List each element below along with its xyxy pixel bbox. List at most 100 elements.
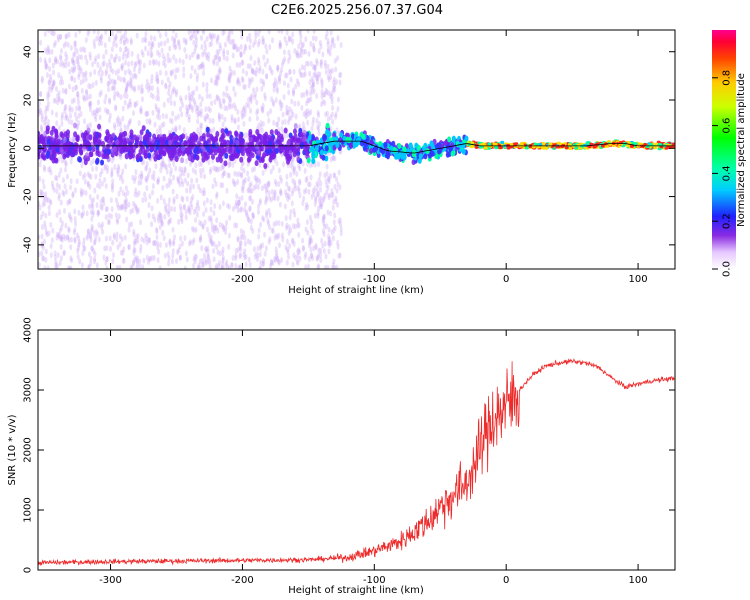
spectrogram-cell [322,195,326,202]
colorbar-gradient [712,30,736,269]
spectrogram-cell [212,165,216,172]
spectrogram-cell [320,77,324,84]
spectrogram-cell [303,70,307,77]
spectrogram-cell [331,37,335,44]
spectrogram-cell [285,72,289,79]
spectrogram-cell [212,59,216,66]
spectrogram-cell [46,30,50,34]
spectrogram-cell [301,244,305,251]
spectrogram-cell [218,259,222,266]
spectrogram-cell [56,33,60,40]
spectrogram-cell [302,130,307,137]
spectrogram-cell [303,254,307,261]
spectrogram-cell [85,210,89,217]
spectrogram-cell [256,203,260,210]
spectrogram-cell [324,34,328,41]
spectrogram-cell [309,90,313,97]
spectrogram-cell [122,50,126,57]
spectrogram-cell [111,68,115,75]
spectrogram-cell [185,195,189,202]
spectrogram-cell [133,247,137,254]
spectrogram-cell [284,244,288,251]
spectrogram-cell [144,196,148,203]
spectrogram-cell [259,259,263,266]
spectrogram-cell [272,221,276,228]
spectrogram-cell [139,59,143,66]
spectrogram-cell [189,200,193,207]
spectrogram-cell [189,183,193,190]
spectrogram-cell [115,167,119,174]
spectrogram-cell [61,112,65,119]
spectrogram-cell [311,78,315,85]
spectrogram-cell [214,165,218,172]
spectrogram-cell [227,34,231,41]
spectrogram-cell [190,204,194,211]
spectrogram-cell [205,54,209,61]
spectrogram-cell [93,238,97,245]
spectrogram-cell [105,153,110,160]
spectrogram-cell [58,260,62,267]
spectrogram-cell [94,115,98,122]
spectrogram-cell [242,251,246,258]
spectrogram-cell [134,142,139,149]
spectrogram-cell [273,191,277,198]
spectrogram-cell [215,93,219,100]
spectrogram-cell [213,135,218,142]
spectrogram-cell [120,203,124,210]
spectrogram-cell [51,30,55,37]
spectrogram-cell [158,128,162,135]
spectrogram-cell [83,47,87,54]
spectrogram-cell [172,238,176,245]
spectrogram-cell [129,101,133,108]
spectrogram-cell [310,193,314,200]
spectrogram-cell [68,265,72,269]
spectrogram-cell [224,128,229,135]
spectrogram-cell [280,66,284,73]
spectrogram-cell [133,86,137,93]
spectrogram-cell [129,264,133,269]
spectrogram-cell [645,144,650,149]
spectrogram-cell [39,56,43,63]
spectrogram-ytick-label: 0 [23,145,34,151]
spectrogram-cell [73,111,77,118]
spectrogram-cell [109,197,113,204]
spectrogram-cell [45,49,49,56]
spectrogram-cell [270,96,274,103]
spectrogram-cell [59,53,63,60]
spectrogram-cell [180,195,184,202]
spectrogram-cell [200,245,204,252]
spectrogram-cell [190,177,194,184]
spectrogram-cell [205,35,209,42]
spectrogram-cell [45,196,49,203]
spectrogram-cell [118,174,122,181]
spectrogram-cell [115,117,119,124]
spectrogram-cell [267,30,271,35]
spectrogram-cell [320,79,324,86]
spectrogram-cell [241,77,245,84]
spectrogram-cell [192,227,196,234]
spectrogram-cell [203,219,207,226]
spectrogram-cell [592,145,597,149]
spectrogram-cell [148,59,152,66]
spectrogram-cell [263,183,267,190]
spectrogram-cell [58,209,62,216]
spectrogram-cell [157,107,161,114]
spectrogram-cell [245,102,249,109]
spectrogram-cell [59,244,63,251]
spectrogram-cell [135,233,139,240]
spectrogram-cell [255,99,259,106]
spectrogram-cell [81,71,85,78]
spectrogram-cell [60,237,64,244]
spectrogram-cell [224,229,228,236]
spectrogram-cell [84,70,88,77]
spectrogram-cell [96,182,100,189]
spectrogram-cell [104,48,108,55]
spectrogram-cell [69,184,73,191]
spectrogram-cell [194,44,198,51]
spectrogram-cell [255,178,259,185]
spectrogram-cell [90,198,94,205]
spectrogram-cell [335,78,339,85]
spectrogram-cell [44,105,48,112]
spectrogram-cell [112,41,116,48]
